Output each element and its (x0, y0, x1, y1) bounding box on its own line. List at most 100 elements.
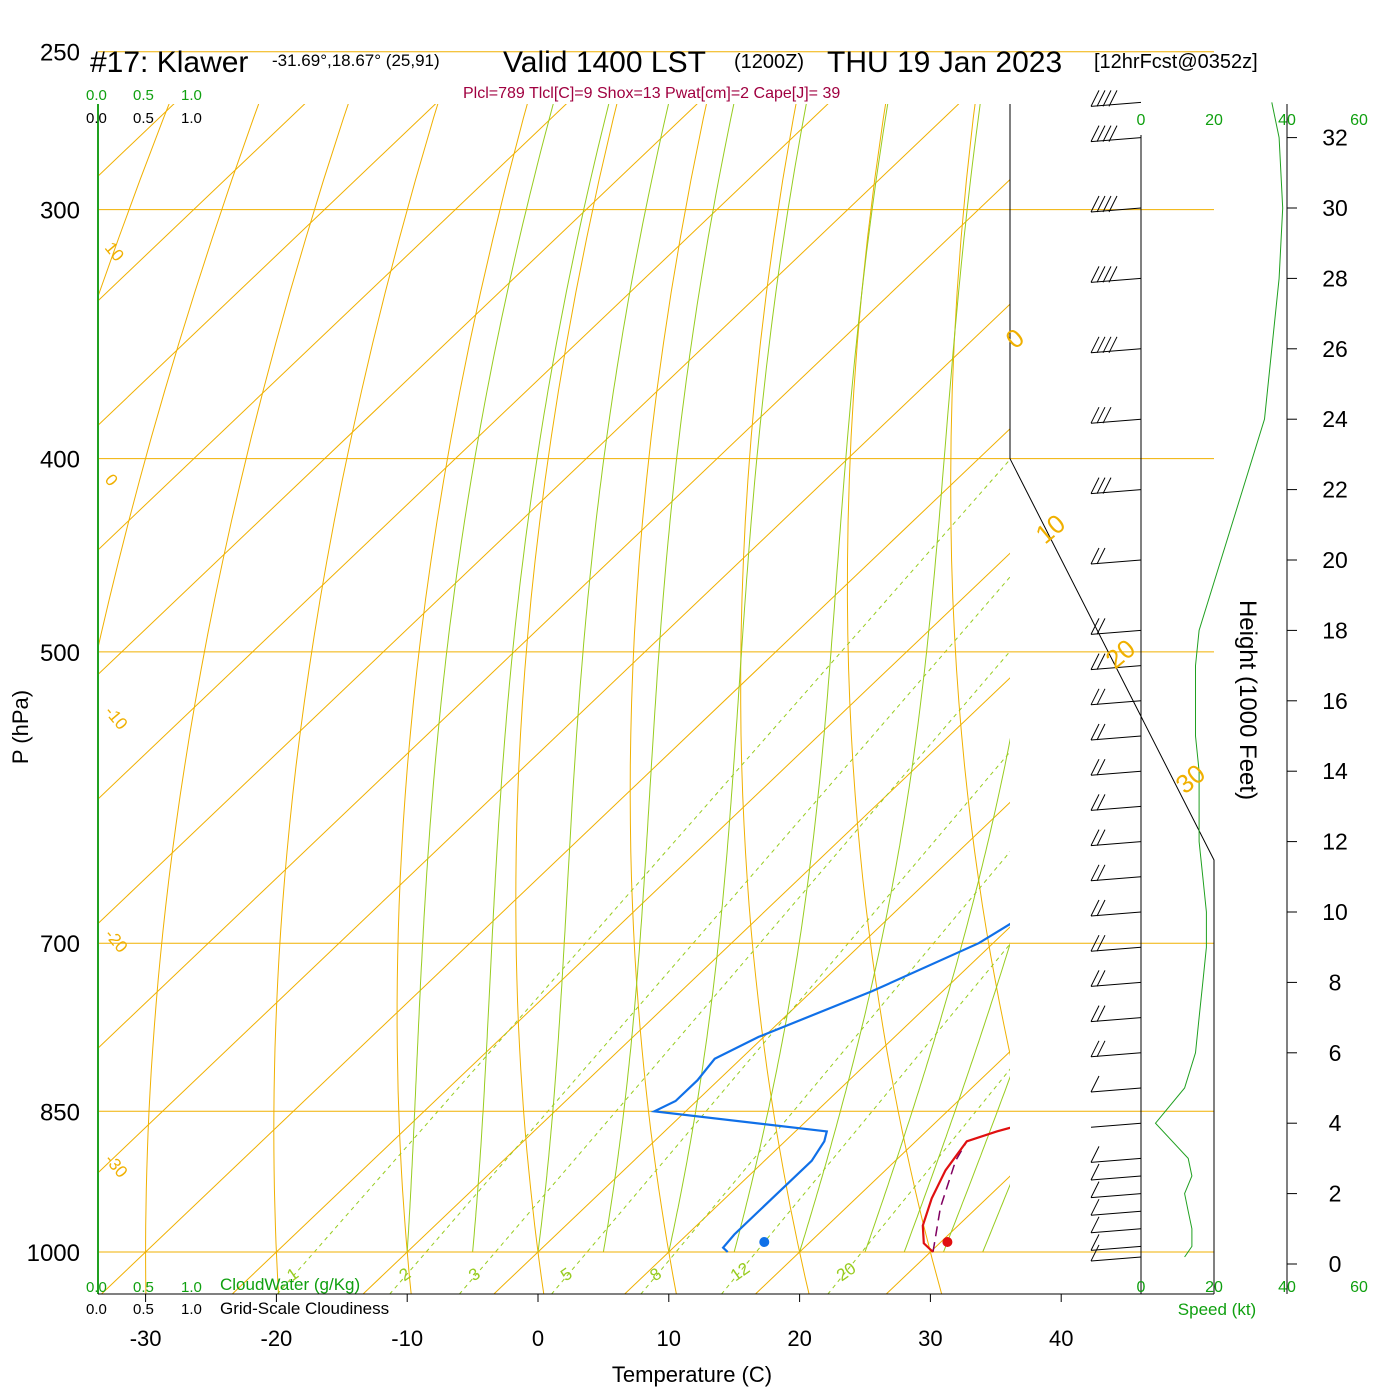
wind-barb-flag (1102, 477, 1112, 494)
isotherm-line (98, 303, 1010, 1174)
wind-barb-flag (1108, 195, 1118, 213)
cloudiness-bottom-2: 1.0 (181, 1301, 202, 1318)
dry-adiabat-line (1333, 52, 1400, 1295)
wind-barb-flag (1096, 477, 1106, 494)
wind-barb-flag (1096, 723, 1106, 741)
wind-barb-shaft (1090, 348, 1142, 354)
speed-tick-bottom-0: 0 (1137, 1279, 1146, 1296)
wind-barb-shaft (1090, 700, 1142, 706)
cloudiness-top-2: 1.0 (181, 110, 202, 127)
wind-barb-flag (1102, 90, 1112, 107)
wind-barb-flag (1108, 125, 1118, 142)
isotherm-line (885, 1175, 1010, 1294)
x-tick-label: -20 (261, 1326, 293, 1351)
cloudwater-bottom-1: 0.5 (133, 1279, 154, 1296)
wind-barb-shaft (1090, 1256, 1142, 1262)
height-tick-label: 32 (1322, 125, 1348, 151)
wind-barb-shaft (1090, 1087, 1142, 1093)
wind-barb (1090, 90, 1142, 107)
height-tick-label: 18 (1322, 617, 1348, 643)
wind-barb-shaft (1090, 1228, 1142, 1234)
wind-barb (1090, 688, 1142, 706)
wind-barb-flag (1090, 1040, 1100, 1058)
mixing-ratio-label: 20 (833, 1259, 859, 1285)
cloudwater-label: CloudWater (g/Kg) (220, 1275, 360, 1294)
wind-barb-flag (1096, 125, 1106, 142)
mixing-ratio-line (720, 943, 1010, 1294)
speed-tick-bottom-40: 40 (1278, 1279, 1296, 1296)
height-tick-label: 26 (1322, 336, 1348, 362)
wind-barb-flag (1090, 266, 1100, 283)
wind-barb-flag (1090, 864, 1100, 882)
wind-barb-flag (1090, 618, 1100, 635)
isotherm-line (624, 926, 1010, 1294)
wind-barb-flag (1096, 653, 1106, 670)
isotherm-line (231, 552, 1010, 1294)
moist-adiabat-line (943, 1075, 1010, 1253)
isotherm-label-left: -20 (101, 925, 131, 956)
wind-barb (1090, 864, 1142, 882)
station-title: #17: Klawer (90, 46, 248, 79)
wind-barb-shaft (1090, 1193, 1142, 1199)
wind-barb (1090, 1075, 1142, 1093)
wind-barb-flag (1090, 406, 1100, 424)
wind-barb-flag (1096, 1040, 1106, 1058)
wind-barb-flag (1090, 1244, 1100, 1262)
cloudwater-top-0: 0.0 (86, 87, 107, 104)
x-tick-label: 20 (787, 1326, 811, 1351)
wind-barb-shaft (1090, 1122, 1142, 1128)
pressure-tick-label: 700 (40, 931, 80, 958)
wind-barb (1090, 266, 1142, 283)
isotherm-line (98, 104, 698, 676)
wind-barb-flag (1090, 1163, 1100, 1181)
wind-barb-flag (1096, 195, 1106, 213)
wind-barb-flag (1096, 829, 1106, 846)
x-axis-label: Temperature (C) (612, 1362, 772, 1387)
isotherm-line (100, 428, 1010, 1294)
isotherm-label-right: 10 (1030, 508, 1071, 550)
wind-barb (1090, 618, 1142, 635)
dewpoint-line (650, 922, 1010, 1253)
cloudiness-bottom-0: 0.0 (86, 1301, 107, 1318)
wind-barb-shaft (1090, 946, 1142, 952)
wind-barb (1090, 1122, 1142, 1128)
wind-barb-flag (1090, 653, 1100, 670)
height-tick-label: 28 (1322, 265, 1348, 291)
wind-barb-shaft (1090, 418, 1142, 424)
x-tick-label: -30 (130, 1326, 162, 1351)
wind-barb-shaft (1090, 1245, 1142, 1251)
wind-barb (1090, 1198, 1142, 1216)
wind-barb-flag (1108, 336, 1118, 354)
dry-adiabat-line (98, 104, 260, 650)
wind-barb-flag (1090, 794, 1100, 811)
wind-barb (1090, 723, 1142, 741)
wind-barb (1090, 934, 1142, 952)
isotherm-line (493, 801, 1010, 1294)
surface-temperature-point (942, 1237, 953, 1247)
pressure-tick-label: 300 (40, 198, 80, 225)
wind-barb-shaft (1090, 559, 1142, 565)
isotherm-line (98, 104, 829, 800)
wind-barb-flag (1096, 794, 1106, 811)
wind-barb-flag (1102, 125, 1112, 142)
wind-barb (1090, 477, 1142, 495)
isotherm-line (1148, 52, 1400, 1294)
plot-frame (97, 104, 1215, 1295)
dry-adiabat-line (950, 104, 1010, 1057)
mixing-ratio-line (827, 1068, 1010, 1294)
height-tick-label: 30 (1322, 195, 1348, 221)
moist-adiabat-line (668, 104, 807, 1253)
x-tick-label: 30 (918, 1326, 942, 1351)
speed-axis-label: Speed (kt) (1178, 1300, 1256, 1319)
isotherm-label-left: -30 (101, 1150, 131, 1181)
mixing-ratio-label: 12 (727, 1259, 753, 1285)
mixing-ratio-line (551, 751, 1010, 1294)
speed-tick-top-60: 60 (1350, 112, 1368, 129)
wind-barb-flag (1096, 1005, 1106, 1022)
wind-barb-flag (1090, 195, 1100, 213)
wind-barb-flag (1096, 90, 1106, 107)
x-tick-label: 0 (532, 1326, 544, 1351)
wind-speed-curve (1154, 102, 1284, 1258)
isotherm-label-right: 0 (1000, 322, 1030, 354)
isotherm-line (98, 104, 960, 925)
